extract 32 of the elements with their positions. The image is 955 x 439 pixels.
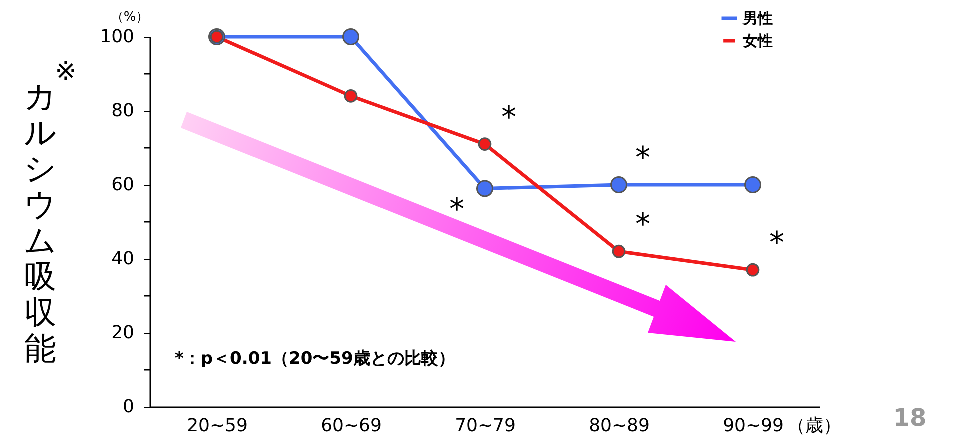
x-tick-label: 80~89 — [589, 416, 650, 436]
text: 18 — [893, 404, 927, 432]
x-tick-label: 20~59 — [187, 416, 248, 436]
point — [612, 244, 626, 258]
point — [478, 138, 492, 151]
annotation: *：p＜0.01（20〜59歳との比較） — [175, 349, 456, 369]
y-tick-label: 80 — [112, 100, 134, 122]
legend-label: 女性 — [742, 32, 773, 50]
point — [342, 28, 360, 46]
y-tick-label: 0 — [123, 396, 134, 418]
y-axis-title: カルシウム吸収能 — [24, 78, 57, 368]
point — [746, 263, 760, 277]
annotation: * — [450, 192, 464, 228]
y-tick-label: 100 — [100, 26, 134, 48]
annotation: * — [770, 226, 784, 262]
point — [344, 90, 358, 103]
x-tick-label: 60~69 — [321, 416, 382, 436]
point — [476, 180, 494, 198]
y-tick-label: 60 — [112, 174, 134, 196]
y-tick-label: 20 — [112, 322, 134, 344]
legend-label: 男性 — [742, 10, 773, 28]
annotation: * — [636, 208, 650, 243]
text: ※ — [55, 57, 77, 87]
x-axis-title: （歳） — [788, 416, 842, 436]
x-tick-label: 70~79 — [455, 416, 516, 436]
text: （%） — [110, 10, 150, 25]
point — [744, 176, 762, 194]
y-tick-label: 40 — [112, 248, 134, 270]
annotation: * — [636, 141, 650, 176]
point — [610, 176, 628, 194]
x-tick-label: 90~99 — [723, 416, 784, 436]
annotation: * — [502, 100, 516, 136]
